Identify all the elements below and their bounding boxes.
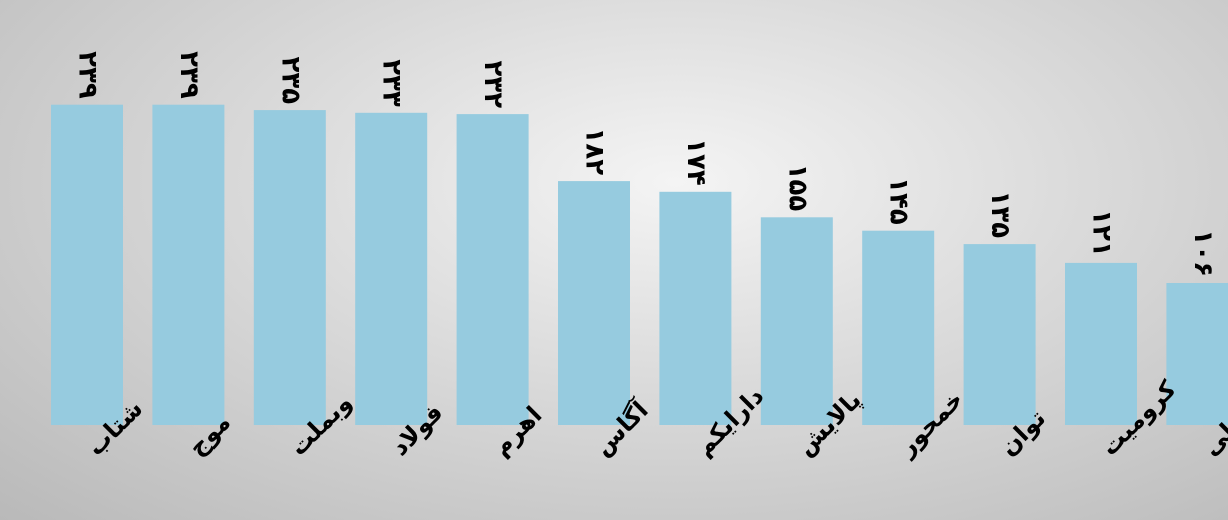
- bar-1: [51, 104, 123, 425]
- bar-3: [253, 110, 326, 425]
- value-labels-group: ۲۳۹ ۲۳۹ ۲۳۵ ۲۳۳ ۲۳۲ ۱۸۲ ۱۷۴ ۱۵۵ ۱۴۵ ۱۳۵ ۱۲۱ ۱۰۶: [73, 51, 1218, 277]
- bar-6: [558, 181, 630, 425]
- value-label-12: ۱۰۶: [1188, 229, 1218, 277]
- value-label-10: ۱۳۵: [985, 190, 1015, 238]
- bar-11: [1065, 262, 1137, 425]
- value-label-1: ۲۳۹: [73, 51, 103, 99]
- value-label-2: ۲۳۹: [174, 51, 204, 99]
- value-label-8: ۱۵۵: [782, 164, 812, 212]
- bar-7: [659, 191, 732, 425]
- bar-12: [1166, 283, 1228, 425]
- bar-9: [862, 230, 935, 425]
- value-label-9: ۱۴۵: [884, 177, 914, 225]
- value-label-7: ۱۷۴: [681, 138, 711, 186]
- value-label-11: ۱۲۱: [1087, 209, 1117, 257]
- bar-10: [963, 244, 1036, 425]
- value-label-3: ۲۳۵: [275, 56, 305, 104]
- value-label-4: ۲۳۳: [377, 59, 407, 107]
- bar-8: [760, 217, 833, 425]
- bar-2: [152, 104, 225, 425]
- bar-4: [355, 112, 428, 426]
- value-label-6: ۱۸۲: [580, 127, 610, 175]
- category-labels-group: شتاب موج وبملت فولاد اهرم آگاس دارایکم پالایش خم…: [81, 375, 1228, 462]
- bars-group: [51, 104, 1228, 426]
- value-label-5: ۲۳۲: [478, 60, 508, 108]
- bar-5: [456, 114, 529, 425]
